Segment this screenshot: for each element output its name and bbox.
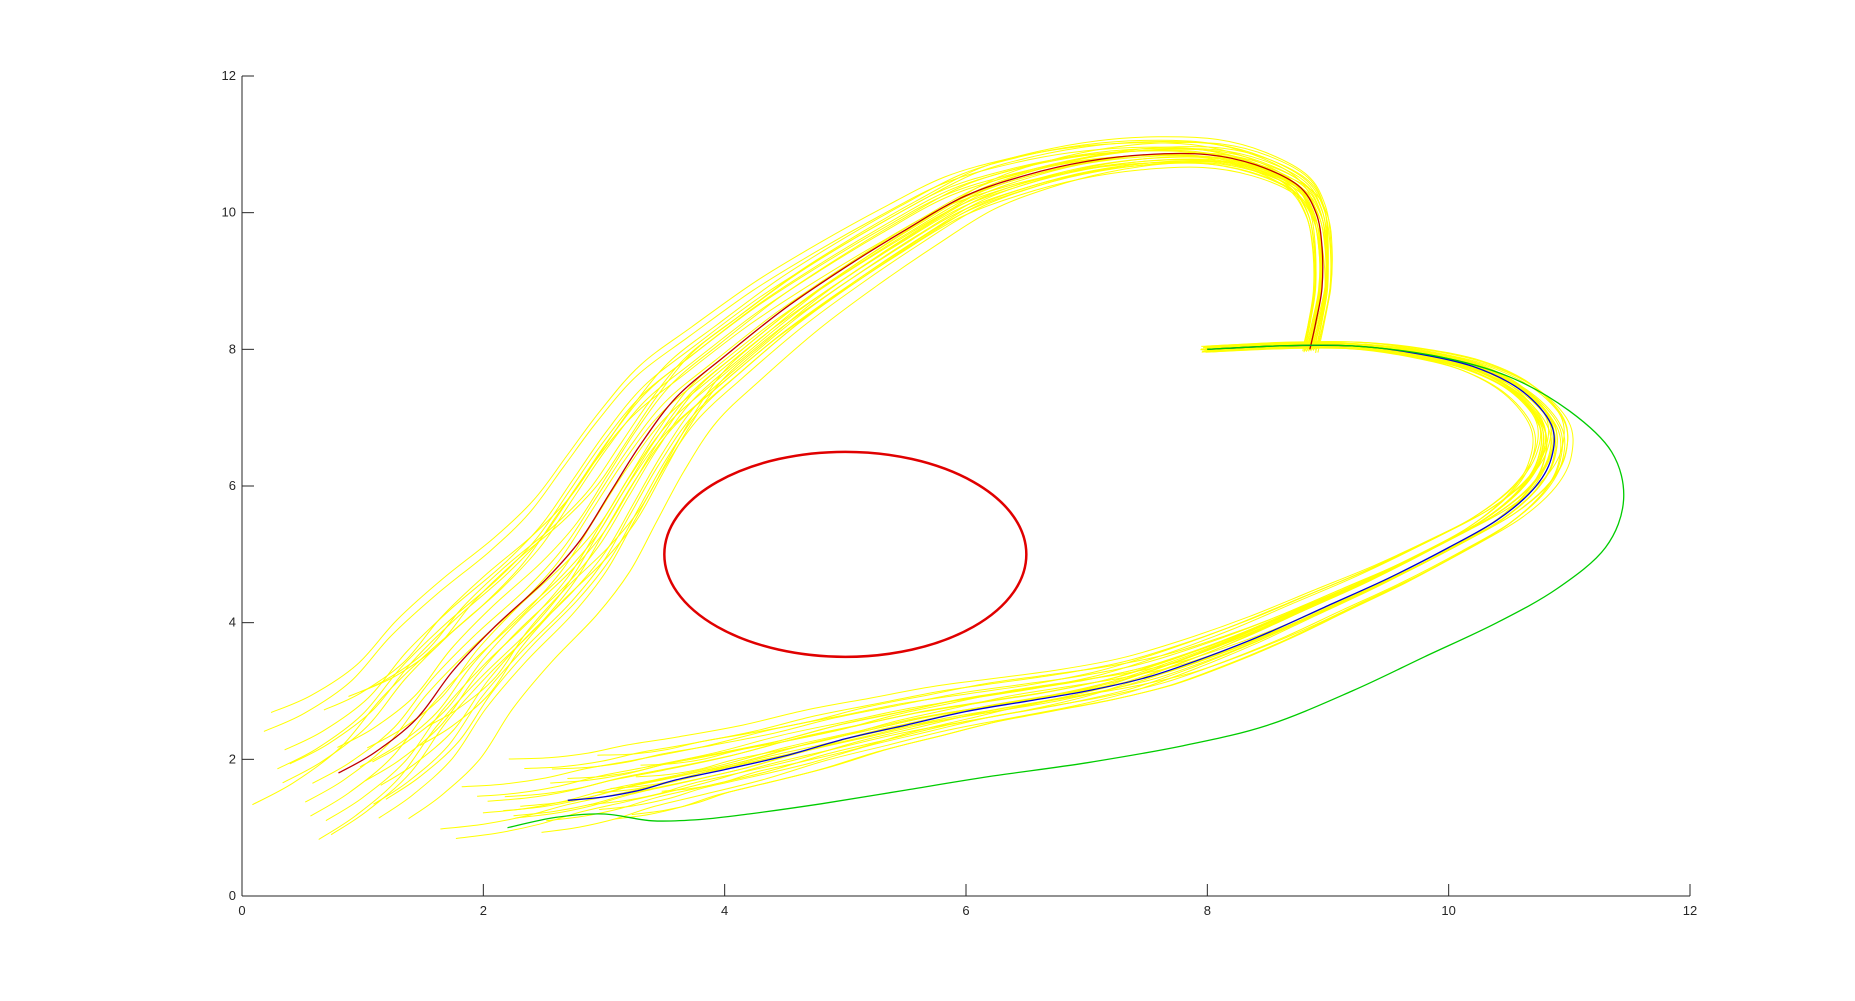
axes: 0 2 4 6 8 10 12 0 2 4 6 8 10 12: [222, 68, 1698, 918]
y-tick-label: 10: [222, 205, 236, 220]
reproduction-trajectory-red: [338, 152, 1324, 774]
demo-trajectory-upper: [372, 148, 1328, 763]
demo-trajectory-upper: [385, 155, 1322, 800]
reproduction-trajectory-blue: [567, 344, 1555, 801]
demo-trajectory-lower: [597, 341, 1565, 756]
demo-trajectory-upper: [380, 156, 1321, 786]
demo-trajectory-lower: [640, 344, 1569, 766]
y-tick-label: 12: [222, 68, 236, 83]
demo-trajectory-upper: [323, 139, 1323, 711]
demo-trajectory-upper: [348, 141, 1332, 697]
demo-trajectory-upper: [318, 166, 1322, 840]
demo-trajectory-upper: [366, 148, 1327, 749]
demo-trajectory-upper: [426, 141, 1329, 727]
demo-trajectory-lower: [614, 344, 1564, 820]
obstacle-layer: [663, 450, 1028, 659]
demo-trajectory-lower: [599, 346, 1566, 810]
obstacle-ellipse: [663, 450, 1028, 659]
demo-trajectory-upper: [373, 160, 1322, 805]
demo-trajectory-lower: [661, 342, 1574, 792]
demo-trajectory-lower: [503, 343, 1544, 812]
y-tick-label: 8: [229, 341, 236, 356]
x-tick-label: 10: [1441, 903, 1455, 918]
y-tick-label: 0: [229, 888, 236, 903]
demo-trajectory-upper: [378, 160, 1323, 819]
demo-trajectory-upper: [270, 142, 1321, 713]
demo-trajectory-upper: [360, 136, 1332, 693]
y-tick-label: 4: [229, 615, 236, 630]
demo-trajectory-upper: [284, 150, 1315, 751]
reproduction-trajectory-green: [507, 344, 1625, 829]
demo-trajectory-upper: [277, 154, 1316, 770]
x-tick-label: 4: [721, 903, 728, 918]
demo-trajectory-lower: [455, 345, 1534, 839]
demo-trajectory-upper: [408, 161, 1333, 820]
demo-trajectory-lower: [487, 346, 1547, 802]
demo-trajectory-lower: [546, 346, 1548, 822]
demo-trajectory-lower: [513, 347, 1552, 817]
x-tick-label: 2: [480, 903, 487, 918]
demo-trajectory-upper: [330, 161, 1322, 836]
x-tick-label: 0: [238, 903, 245, 918]
x-tick-label: 12: [1683, 903, 1697, 918]
x-tick-label: 6: [962, 903, 969, 918]
y-tick-label: 6: [229, 478, 236, 493]
demo-trajectory-upper: [289, 149, 1316, 765]
demo-trajectory-lower: [635, 341, 1569, 778]
demo-trajectory-upper: [263, 146, 1322, 732]
demo-trajectory-lower: [477, 342, 1539, 797]
reproduction-trajectories: [338, 152, 1625, 829]
demonstration-trajectories: [252, 136, 1574, 840]
demo-trajectory-upper: [252, 161, 1326, 806]
y-tick-label: 2: [229, 751, 236, 766]
demo-trajectory-upper: [304, 159, 1328, 803]
x-tick-label: 8: [1204, 903, 1211, 918]
